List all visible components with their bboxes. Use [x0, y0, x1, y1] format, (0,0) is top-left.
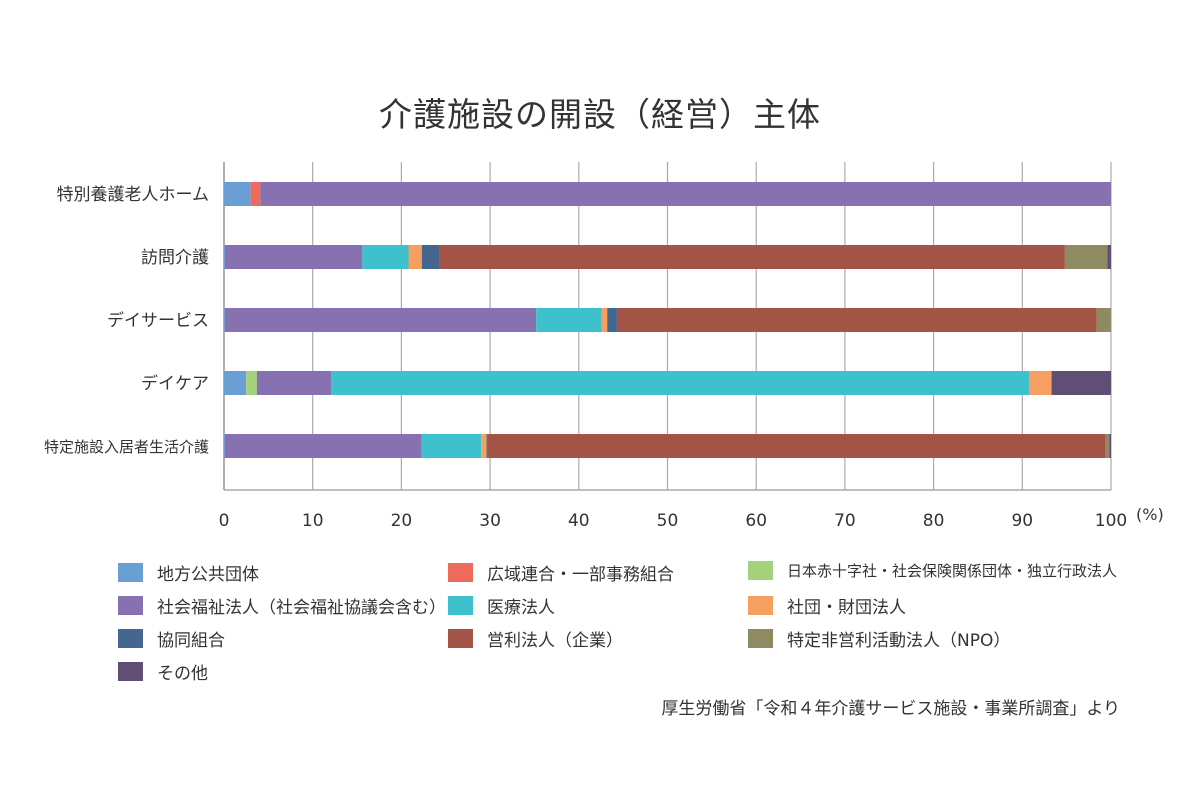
legend-swatch	[448, 629, 473, 648]
legend-item: 社団・財団法人	[748, 593, 906, 618]
x-tick-label: 40	[568, 511, 590, 531]
bar-chart: 0 10 20 30 40 50 60 70 80 90 100 (%) 特別養護老人ホーム訪問介護デイ…	[44, 162, 1164, 531]
bar-segment	[260, 182, 1111, 206]
x-tick-label: 60	[745, 511, 767, 531]
legend-swatch	[118, 596, 143, 615]
category-label: デイサービス	[107, 310, 209, 331]
x-tick-label: 70	[834, 511, 856, 531]
bar-segment	[616, 308, 1097, 332]
bar-segment	[246, 371, 257, 395]
bar-segment	[256, 371, 332, 395]
bar-segment	[1109, 434, 1111, 458]
legend-item: 社会福祉法人（社会福祉協議会含む）	[118, 593, 446, 618]
legend-label: 営利法人（企業）	[487, 631, 623, 651]
legend-swatch	[748, 596, 773, 615]
bar-segment	[1096, 308, 1111, 332]
legend-item: 広域連合・一部事務組合	[448, 560, 674, 585]
bar-segment	[224, 434, 225, 458]
bar-segment	[224, 371, 247, 395]
bar-segment	[224, 245, 225, 269]
legend-item: 特定非営利活動法人（NPO）	[748, 626, 1010, 651]
bar-segment	[486, 434, 488, 458]
bar-segment	[439, 245, 1065, 269]
legend-swatch	[748, 629, 773, 648]
x-tick-label: 90	[1011, 511, 1033, 531]
legend-item: 協同組合	[118, 626, 225, 651]
legend-label: 広域連合・一部事務組合	[487, 565, 674, 585]
x-tick-label: 0	[219, 511, 230, 531]
source-note: 厚生労働省「令和４年介護サービス施設・事業所調査」より	[661, 699, 1120, 719]
bar-segment	[1105, 434, 1110, 458]
legend-label: 社団・財団法人	[787, 598, 906, 618]
legend-swatch	[448, 596, 473, 615]
bar-segment	[607, 308, 617, 332]
category-label: デイケア	[141, 373, 209, 394]
x-tick-label: 100	[1095, 511, 1127, 531]
category-label: 訪問介護	[141, 248, 209, 268]
bar-segment	[601, 308, 608, 332]
bar-segment	[250, 182, 261, 206]
bar-segment	[421, 434, 482, 458]
legend-label: 社会福祉法人（社会福祉協議会含む）	[157, 598, 446, 618]
legend-swatch	[448, 563, 473, 582]
bar-segment	[362, 245, 409, 269]
legend-swatch	[748, 561, 773, 580]
legend-swatch	[118, 629, 143, 648]
bar-segment	[1064, 245, 1108, 269]
legend-label: 協同組合	[157, 631, 225, 651]
bar-segment	[1029, 371, 1052, 395]
bar-segment	[536, 308, 602, 332]
bar-segment	[487, 434, 1106, 458]
bar-segment	[224, 182, 251, 206]
legend-label: 地方公共団体	[157, 565, 259, 585]
legend-item: 地方公共団体	[118, 560, 259, 585]
category-label: 特別養護老人ホーム	[57, 185, 210, 205]
bar-segment	[1051, 371, 1111, 395]
legend-label: その他	[157, 664, 208, 684]
legend-item: その他	[118, 659, 208, 684]
x-tick-label: 10	[302, 511, 324, 531]
legend-label: 日本赤十字社・社会保険関係団体・独立行政法人	[787, 562, 1118, 580]
x-tick-label: 80	[923, 511, 945, 531]
bar-segment	[224, 308, 537, 332]
legend-item: 営利法人（企業）	[448, 626, 623, 651]
bar-segment	[331, 371, 1030, 395]
x-tick-label: 30	[479, 511, 501, 531]
category-label: 特定施設入居者生活介護	[44, 438, 209, 456]
bar-segment	[224, 308, 225, 332]
x-axis-unit-label: (%)	[1136, 505, 1164, 524]
bar-segment	[481, 434, 487, 458]
bar-segment	[224, 434, 422, 458]
bar-segment	[1107, 245, 1111, 269]
bar-segment	[421, 245, 440, 269]
legend-item: 医療法人	[448, 593, 555, 618]
bar-segment	[224, 245, 363, 269]
legend-label: 医療法人	[487, 598, 555, 618]
x-tick-label: 50	[657, 511, 679, 531]
x-tick-label: 20	[391, 511, 413, 531]
bar-segment	[408, 245, 422, 269]
chart-title: 介護施設の開設（経営）主体	[379, 95, 821, 134]
legend-swatch	[118, 563, 143, 582]
legend-label: 特定非営利活動法人（NPO）	[787, 631, 1011, 651]
legend-swatch	[118, 662, 143, 681]
legend-item: 日本赤十字社・社会保険関係団体・独立行政法人	[748, 560, 1117, 581]
